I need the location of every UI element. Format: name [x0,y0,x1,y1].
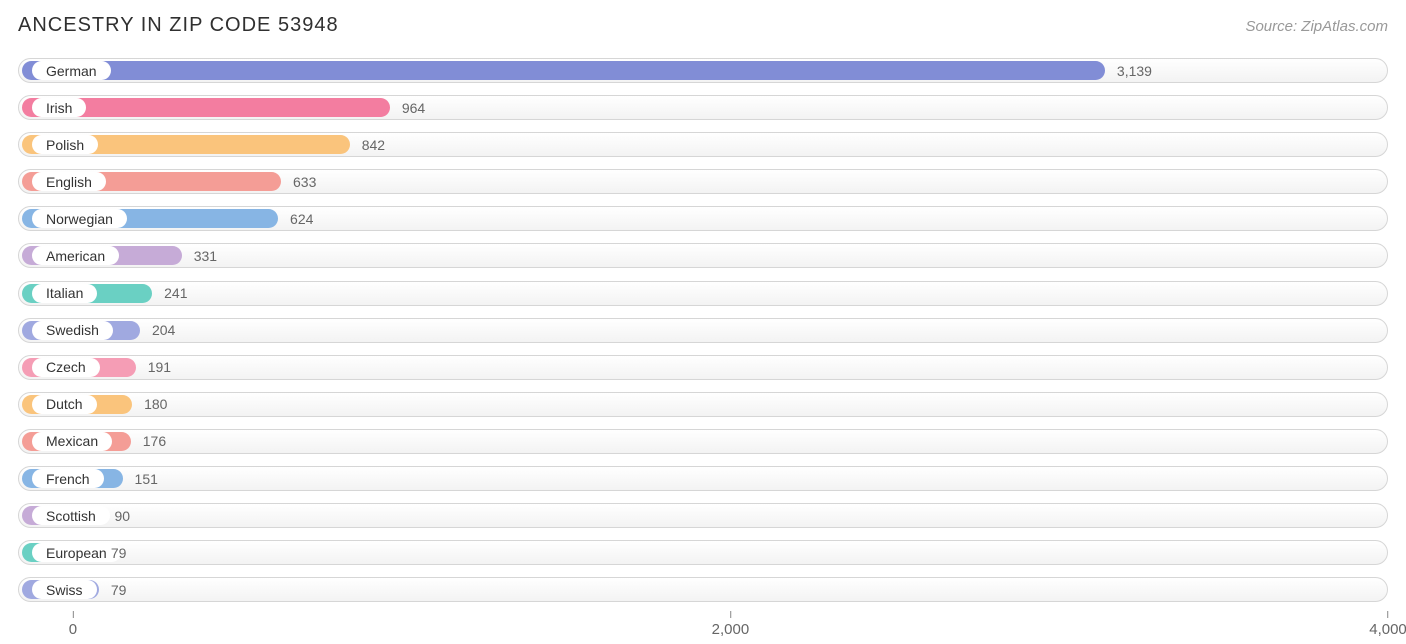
bar-category-pill: Scottish [32,506,110,525]
bar-value-label: 180 [144,389,167,420]
chart-source: Source: ZipAtlas.com [1245,18,1388,35]
tick-label: 2,000 [712,621,750,638]
bar-row: Norwegian 624 [18,203,1388,234]
bar-category-pill: English [32,172,106,191]
bar-value-label: 151 [135,463,158,494]
bar-track [18,577,1388,602]
tick-mark [730,611,731,618]
bar-row: Polish 842 [18,129,1388,160]
axis-tick: 4,000 [1369,611,1406,638]
bar-category-pill: Polish [32,135,98,154]
bar-category-pill: French [32,469,104,488]
bar-track [18,392,1388,417]
bar-track [18,243,1388,268]
bar-category-pill: Dutch [32,395,97,414]
bar-track [18,318,1388,343]
bar-category-pill: Mexican [32,432,112,451]
bar-track [18,540,1388,565]
bars-area: German 3,139 Irish 964 Polish 842 English 633 No… [18,55,1388,605]
bar-row: American 331 [18,240,1388,271]
bar-row: Czech 191 [18,352,1388,383]
bar-value-label: 331 [194,240,217,271]
axis-tick: 2,000 [712,611,750,638]
bar-track [18,429,1388,454]
bar-category-pill: German [32,61,111,80]
bar-track [18,503,1388,528]
bar-row: Dutch 180 [18,389,1388,420]
bar-category-pill: Swedish [32,321,113,340]
bar-value-label: 624 [290,203,313,234]
bar-value-label: 79 [111,537,127,568]
ancestry-bar-chart: ANCESTRY IN ZIP CODE 53948 Source: ZipAt… [0,0,1406,644]
bar-row: Mexican 176 [18,426,1388,457]
bar-category-pill: European [32,543,121,562]
bar-value-label: 191 [148,352,171,383]
bar-track [18,355,1388,380]
tick-mark [1387,611,1388,618]
tick-label: 4,000 [1369,621,1406,638]
bar-fill [22,61,1105,80]
bar-category-pill: Irish [32,98,86,117]
bar-value-label: 842 [362,129,385,160]
bar-value-label: 79 [111,574,127,605]
bar-category-pill: Czech [32,358,100,377]
bar-category-pill: Norwegian [32,209,127,228]
chart-title: ANCESTRY IN ZIP CODE 53948 [18,14,339,37]
bar-row: French 151 [18,463,1388,494]
bar-track [18,281,1388,306]
bar-row: Swedish 204 [18,315,1388,346]
bar-row: Irish 964 [18,92,1388,123]
bar-row: Scottish90 [18,500,1388,531]
bar-category-pill: American [32,246,119,265]
chart-header: ANCESTRY IN ZIP CODE 53948 Source: ZipAt… [18,14,1388,37]
bar-row: Swiss 79 [18,574,1388,605]
tick-mark [72,611,73,618]
bar-value-label: 633 [293,166,316,197]
bar-track [18,466,1388,491]
bar-row: English 633 [18,166,1388,197]
bar-value-label: 3,139 [1117,55,1152,86]
bar-category-pill: Swiss [32,580,97,599]
bar-row: European79 [18,537,1388,568]
bar-value-label: 176 [143,426,166,457]
bar-row: German 3,139 [18,55,1388,86]
bar-category-pill: Italian [32,284,97,303]
bar-value-label: 964 [402,92,425,123]
axis-tick: 0 [69,611,77,638]
bar-value-label: 241 [164,278,187,309]
x-axis: 02,0004,000 [18,611,1388,641]
bar-row: Italian 241 [18,278,1388,309]
tick-label: 0 [69,621,77,638]
bar-value-label: 90 [114,500,130,531]
bar-value-label: 204 [152,315,175,346]
